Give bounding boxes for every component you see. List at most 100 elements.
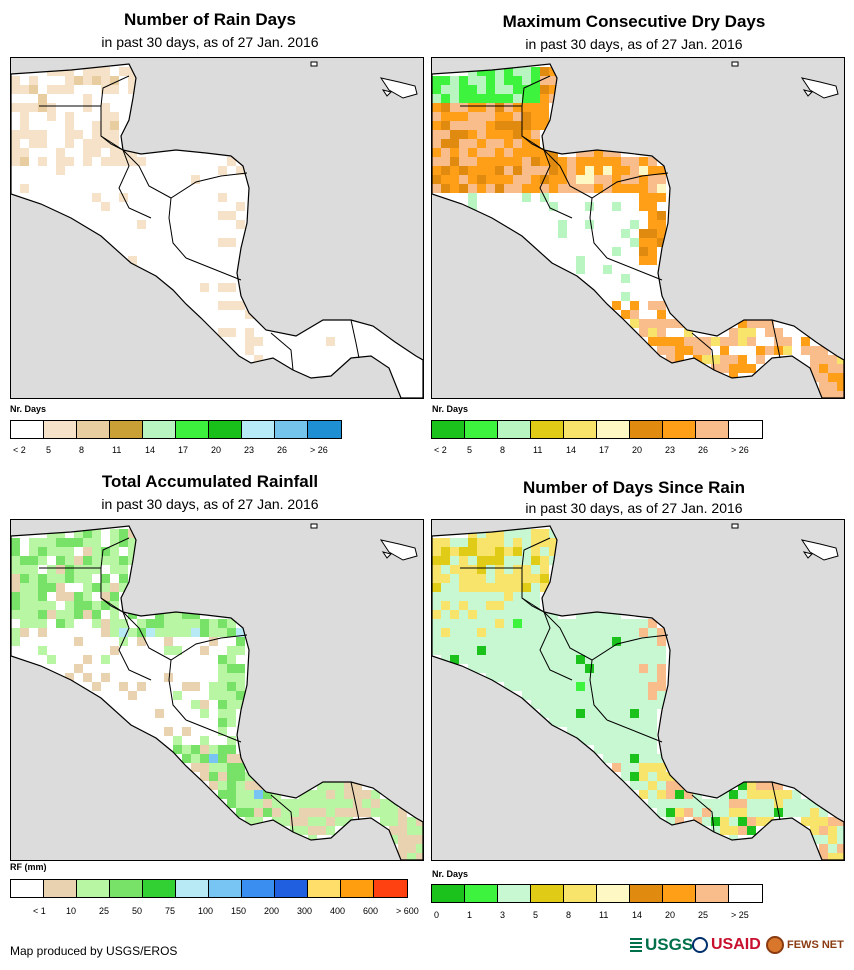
grid-cell <box>74 76 83 85</box>
grid-cell <box>639 790 648 799</box>
grid-cell <box>657 328 666 337</box>
grid-cell <box>450 175 459 184</box>
grid-cell <box>459 637 468 646</box>
grid-cell <box>540 682 549 691</box>
grid-cell <box>218 682 227 691</box>
grid-cell <box>711 826 720 835</box>
grid-cell <box>164 727 173 736</box>
grid-cell <box>639 193 648 202</box>
grid-cell <box>227 283 236 292</box>
grid-cell <box>504 628 513 637</box>
grid-cell <box>486 184 495 193</box>
grid-cell <box>182 727 191 736</box>
grid-cell <box>531 121 540 130</box>
grid-cell <box>11 76 20 85</box>
grid-cell <box>837 391 844 398</box>
grid-cell <box>531 673 540 682</box>
grid-cell <box>486 157 495 166</box>
legend-label: 23 <box>244 445 255 455</box>
panel-total-rainfall: Total Accumulated Rainfall in past 30 da… <box>0 466 424 936</box>
grid-cell <box>191 754 200 763</box>
grid-cell <box>522 130 531 139</box>
grid-cell <box>648 193 657 202</box>
grid-cell <box>441 565 450 574</box>
grid-cells <box>432 529 844 860</box>
grid-cell <box>711 337 720 346</box>
grid-cell <box>756 799 765 808</box>
grid-cell <box>11 148 20 157</box>
grid-cell <box>720 799 729 808</box>
grid-cell <box>531 646 540 655</box>
grid-cell <box>630 637 639 646</box>
grid-cell <box>92 556 101 565</box>
grid-cell <box>227 718 236 727</box>
grid-cell <box>254 799 263 808</box>
grid-cell <box>810 364 819 373</box>
grid-cell <box>29 547 38 556</box>
grid-cell <box>137 220 146 229</box>
legend-swatch <box>77 880 110 897</box>
grid-cell <box>513 574 522 583</box>
grid-cell <box>558 655 567 664</box>
grid-cell <box>522 574 531 583</box>
grid-cell <box>612 619 621 628</box>
grid-cell <box>101 103 110 112</box>
grid-cell <box>495 175 504 184</box>
legend-label: 400 <box>330 906 346 916</box>
grid-cell <box>540 529 549 538</box>
legend-swatch <box>11 421 44 438</box>
grid-cell <box>29 583 38 592</box>
grid-cell <box>317 808 326 817</box>
grid-cell <box>648 709 657 718</box>
grid-cell <box>486 121 495 130</box>
legend-colorbar <box>431 884 763 903</box>
grid-cell <box>603 736 612 745</box>
grid-cell <box>531 610 540 619</box>
grid-cell <box>621 754 630 763</box>
grid-cell <box>504 148 513 157</box>
grid-cell <box>432 646 441 655</box>
grid-cell <box>56 592 65 601</box>
grid-cell <box>531 76 540 85</box>
grid-cell <box>630 709 639 718</box>
grid-cell <box>317 790 326 799</box>
grid-cell <box>504 139 513 148</box>
grid-cell <box>128 76 137 85</box>
grid-cell <box>657 184 666 193</box>
grid-cell <box>495 583 504 592</box>
grid-cell <box>236 754 245 763</box>
grid-cell <box>200 283 209 292</box>
grid-cells <box>11 529 423 860</box>
grid-cell <box>65 610 74 619</box>
country-border <box>100 537 130 569</box>
grid-cell <box>837 373 844 382</box>
grid-cell <box>486 673 495 682</box>
grid-cell <box>666 817 675 826</box>
grid-cell <box>531 655 540 664</box>
grid-cell <box>459 103 468 112</box>
grid-cell <box>389 808 398 817</box>
grid-cell <box>486 655 495 664</box>
grid-cell <box>522 628 531 637</box>
grid-cell <box>495 538 504 547</box>
grid-cell <box>756 817 765 826</box>
grid-cell <box>513 673 522 682</box>
legend-colorbar <box>10 420 342 439</box>
grid-cell <box>747 337 756 346</box>
grid-cell <box>738 826 747 835</box>
grid-cell <box>513 619 522 628</box>
grid-cell <box>432 556 441 565</box>
grid-cell <box>110 76 119 85</box>
legend-title: Nr. Days <box>10 404 47 414</box>
grid-cell <box>218 709 227 718</box>
grid-cell <box>720 364 729 373</box>
grid-cell <box>209 619 218 628</box>
grid-cell <box>128 85 137 94</box>
legend-swatch <box>275 880 308 897</box>
grid-cell <box>603 148 612 157</box>
grid-cell <box>603 673 612 682</box>
grid-cell <box>101 76 110 85</box>
grid-cell <box>720 337 729 346</box>
grid-cell <box>612 175 621 184</box>
grid-cell <box>200 772 209 781</box>
